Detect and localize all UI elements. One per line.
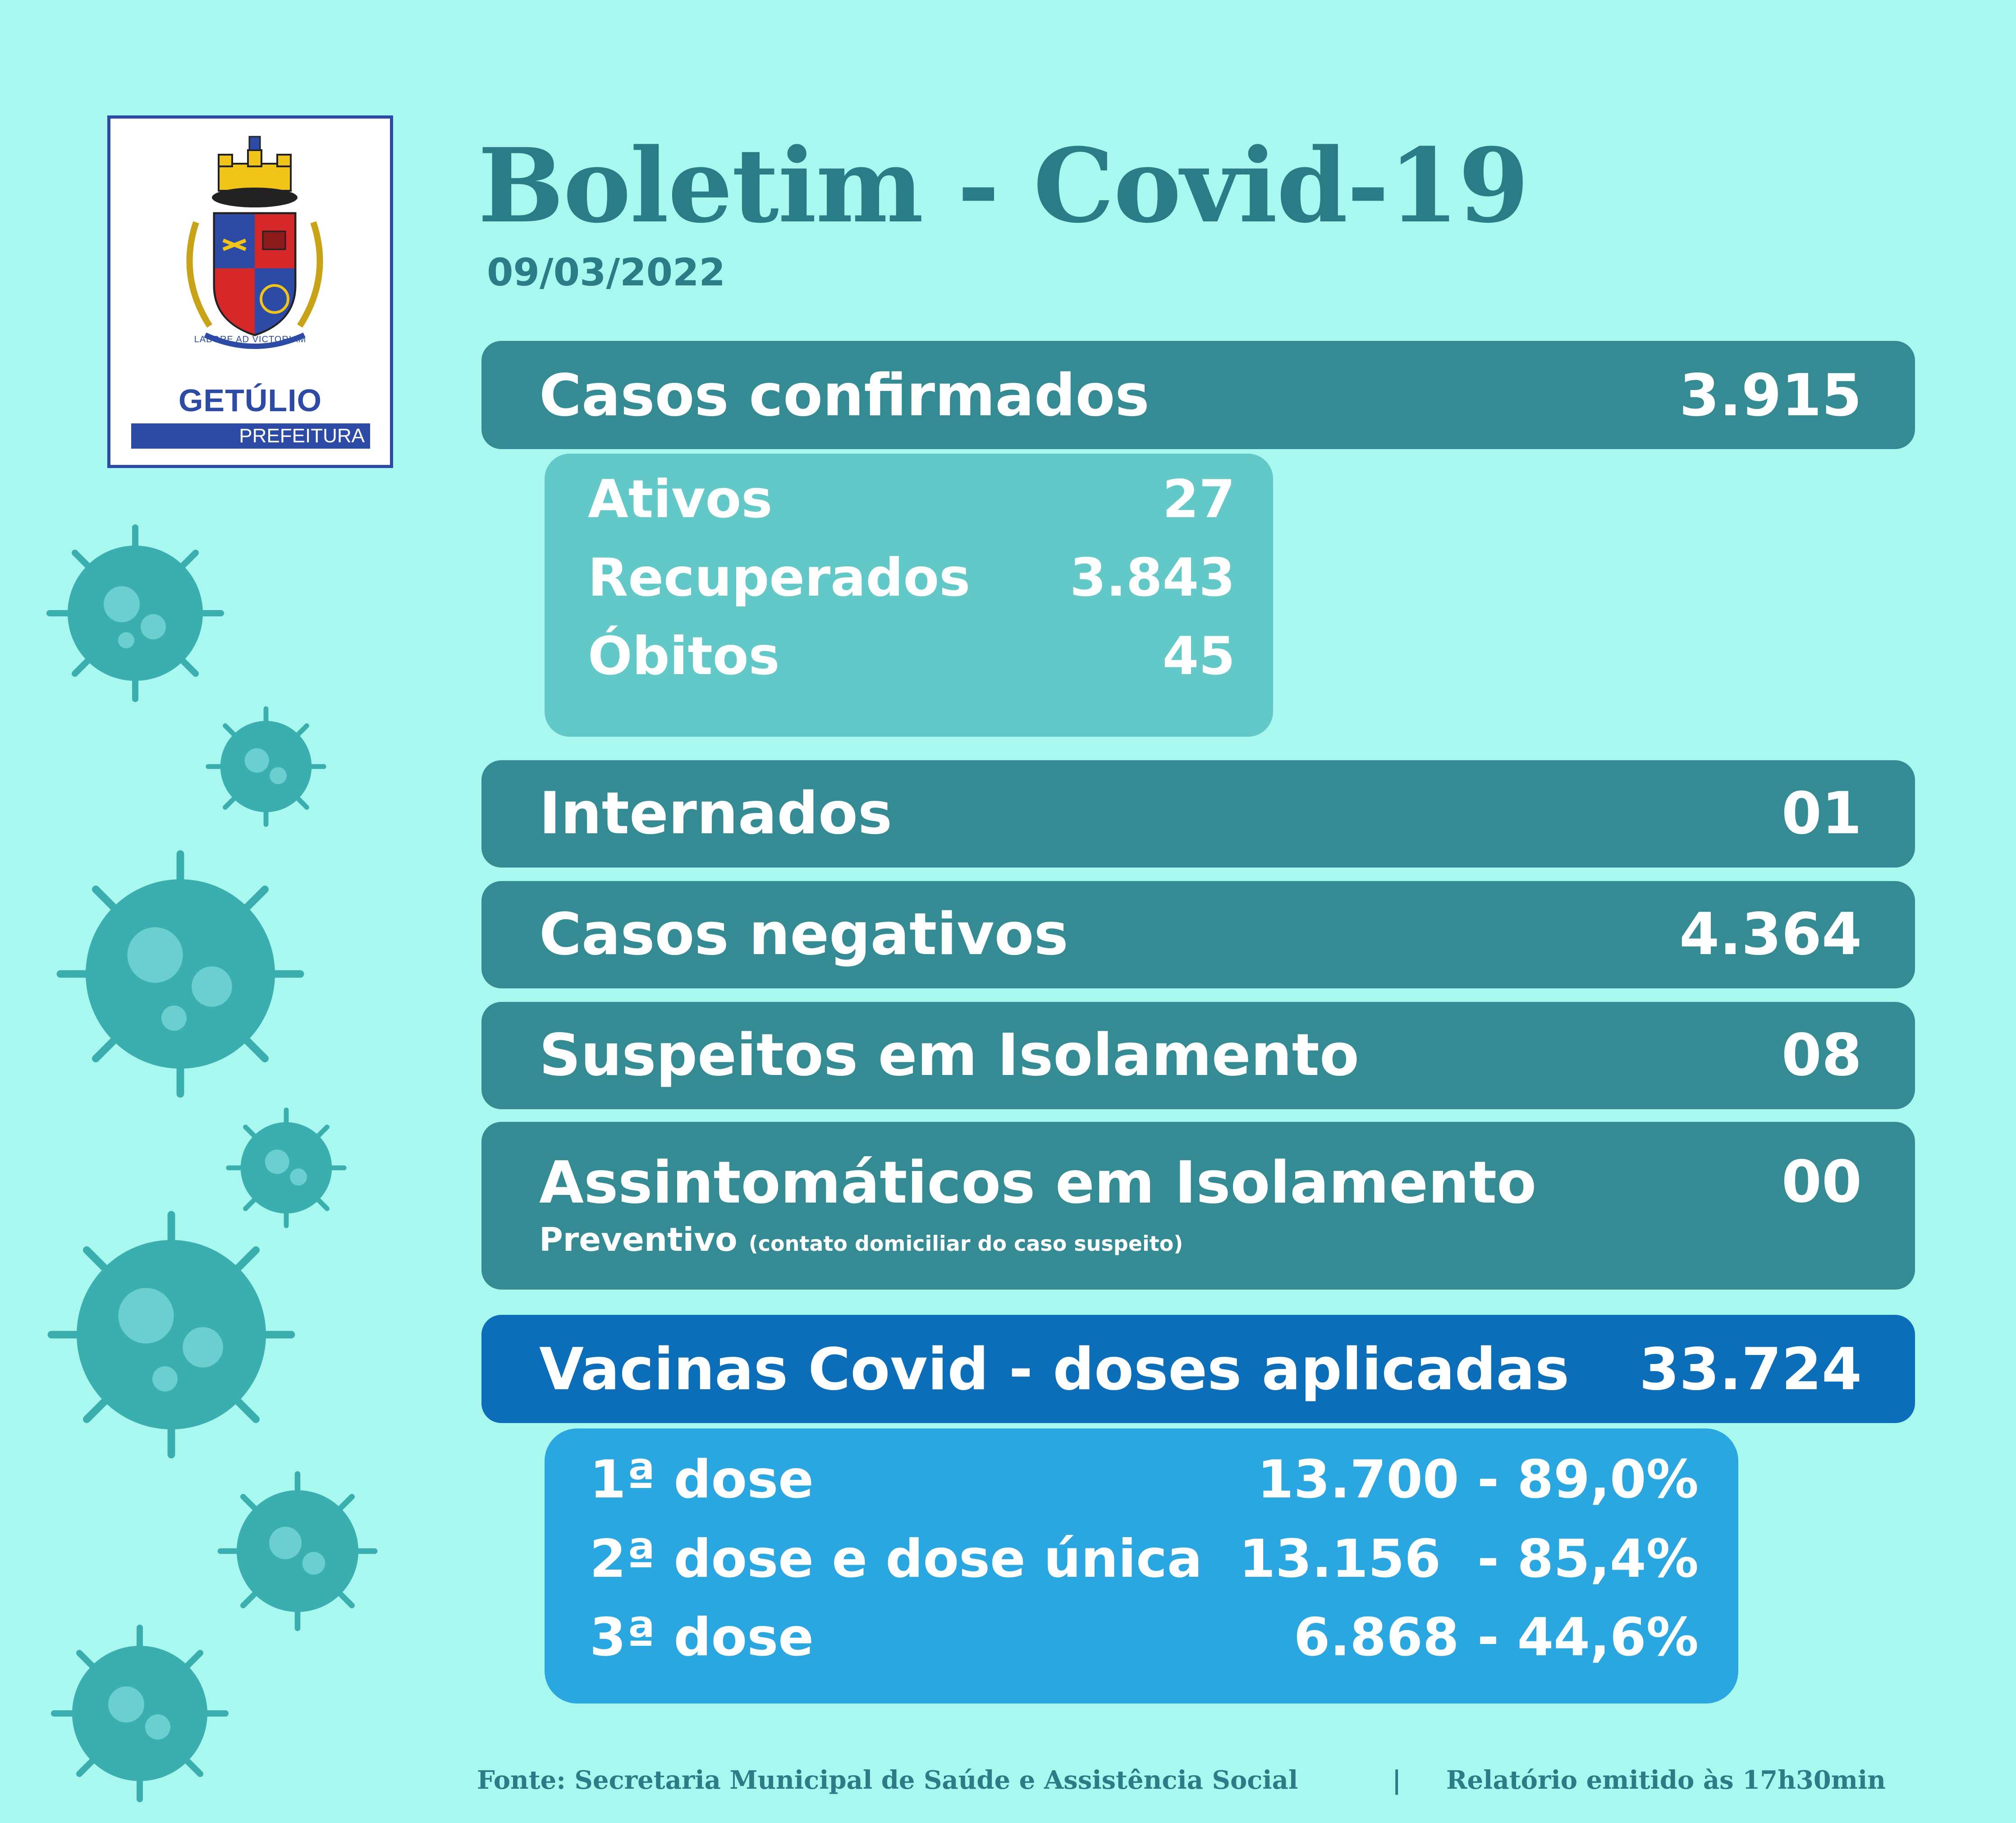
dose-line: 2ª dose e dose única 13.156 - 85,4% bbox=[590, 1533, 1699, 1596]
deaths-label: Óbitos bbox=[588, 626, 780, 687]
vaccines-row: Vacinas Covid - doses aplicadas 33.724 bbox=[481, 1315, 1915, 1423]
deaths-value: 45 bbox=[1162, 626, 1235, 687]
confirmed-cases-label: Casos confirmados bbox=[539, 362, 1150, 429]
active-cases-value: 27 bbox=[1162, 469, 1235, 530]
footer-source: Fonte: Secretaria Municipal de Saúde e A… bbox=[477, 1765, 1298, 1795]
asymptomatic-note: (contato domiciliar do caso suspeito) bbox=[748, 1231, 1183, 1256]
first-dose-label: 1ª dose bbox=[590, 1449, 814, 1510]
negative-cases-value: 4.364 bbox=[1679, 901, 1862, 968]
virus-icon bbox=[206, 706, 326, 827]
virus-icon bbox=[56, 850, 304, 1098]
recovered-label: Recuperados bbox=[588, 547, 971, 608]
municipality-logo: LABORE AD VICTORIAM GETÚLIO VARGAS PREFE… bbox=[107, 115, 393, 468]
suspects-row: Suspeitos em Isolamento 08 bbox=[481, 1002, 1915, 1109]
vaccines-value: 33.724 bbox=[1639, 1336, 1862, 1403]
asymptomatic-value: 00 bbox=[1781, 1148, 1862, 1216]
virus-icon bbox=[226, 1107, 347, 1228]
virus-icon bbox=[217, 1471, 378, 1631]
confirmed-cases-value: 3.915 bbox=[1679, 362, 1862, 429]
logo-subtitle-bar: PREFEITURA bbox=[131, 423, 370, 449]
footer-separator: | bbox=[1392, 1765, 1402, 1795]
logo-motto: LABORE AD VICTORIAM bbox=[194, 335, 307, 344]
suspects-value: 08 bbox=[1781, 1022, 1862, 1089]
dose-line: 3ª dose 6.868 - 44,6% bbox=[590, 1612, 1699, 1675]
second-dose-value: 13.156 - 85,4% bbox=[1239, 1529, 1699, 1589]
active-cases-label: Ativos bbox=[588, 469, 773, 530]
virus-icon bbox=[46, 524, 224, 702]
asymptomatic-sublabel: Preventivo bbox=[539, 1221, 738, 1258]
hospitalized-row: Internados 01 bbox=[481, 760, 1915, 868]
third-dose-label: 3ª dose bbox=[590, 1607, 814, 1668]
hospitalized-value: 01 bbox=[1781, 780, 1862, 847]
recovered-line: Recuperados 3.843 bbox=[588, 552, 1235, 615]
first-dose-value: 13.700 - 89,0% bbox=[1257, 1449, 1699, 1510]
hospitalized-label: Internados bbox=[539, 780, 893, 847]
footer-report-time: Relatório emitido às 17h30min bbox=[1446, 1765, 1886, 1795]
recovered-value: 3.843 bbox=[1070, 547, 1235, 608]
coat-of-arms-icon bbox=[186, 136, 323, 349]
footer: Fonte: Secretaria Municipal de Saúde e A… bbox=[477, 1765, 1897, 1801]
asymptomatic-sublabel-line: Preventivo (contato domiciliar do caso s… bbox=[539, 1223, 1183, 1256]
negative-cases-label: Casos negativos bbox=[539, 901, 1068, 968]
virus-icon bbox=[51, 1625, 229, 1802]
page-title: Boletim - Covid-19 bbox=[478, 126, 1529, 246]
logo-subtitle: PREFEITURA bbox=[239, 425, 365, 447]
active-cases-line: Ativos 27 bbox=[588, 473, 1235, 537]
deaths-line: Óbitos 45 bbox=[588, 630, 1235, 693]
report-date: 09/03/2022 bbox=[487, 250, 725, 294]
third-dose-value: 6.868 - 44,6% bbox=[1293, 1607, 1699, 1668]
cases-breakdown-panel: Ativos 27 Recuperados 3.843 Óbitos 45 bbox=[545, 454, 1273, 737]
suspects-label: Suspeitos em Isolamento bbox=[539, 1022, 1359, 1089]
asymptomatic-row: Assintomáticos em Isolamento 00 Preventi… bbox=[481, 1122, 1915, 1290]
asymptomatic-label: Assintomáticos em Isolamento bbox=[539, 1149, 1537, 1217]
vaccines-label: Vacinas Covid - doses aplicadas bbox=[539, 1336, 1569, 1403]
dose-line: 1ª dose 13.700 - 89,0% bbox=[590, 1454, 1699, 1517]
confirmed-cases-row: Casos confirmados 3.915 bbox=[481, 341, 1915, 449]
second-dose-label: 2ª dose e dose única bbox=[590, 1529, 1203, 1589]
vaccine-doses-panel: 1ª dose 13.700 - 89,0% 2ª dose e dose ún… bbox=[545, 1428, 1738, 1704]
virus-icon bbox=[47, 1211, 295, 1459]
negative-cases-row: Casos negativos 4.364 bbox=[481, 881, 1915, 988]
